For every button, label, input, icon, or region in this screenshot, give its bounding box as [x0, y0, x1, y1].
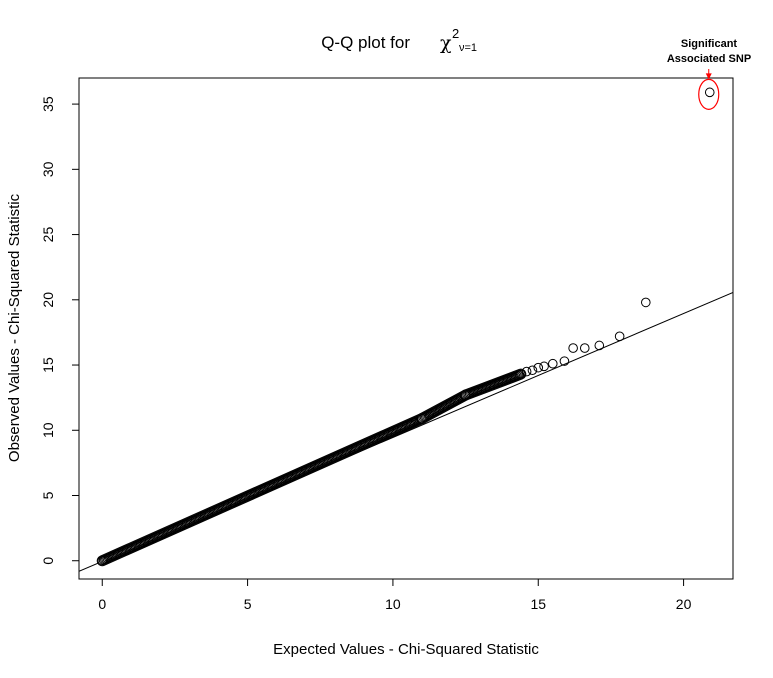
y-tick-label: 0: [40, 557, 56, 565]
x-tick-label: 10: [385, 596, 401, 612]
x-tick-label: 5: [244, 596, 252, 612]
y-tick-label: 20: [40, 292, 56, 308]
data-point: [539, 361, 549, 372]
data-point: [533, 362, 544, 373]
data-point: [559, 356, 570, 366]
x-tick-label: 20: [676, 596, 692, 612]
chart-title-superscript: 2: [452, 26, 459, 41]
y-axis: 0 5 10 15 20 25 30 35: [40, 96, 80, 565]
y-tick-label: 35: [40, 96, 56, 112]
chart-title-chi-symbol: χ: [440, 32, 452, 54]
annotation-label-line2: Associated SNP: [667, 53, 751, 65]
y-tick-label: 10: [40, 422, 56, 438]
y-tick-label: 30: [40, 161, 56, 177]
x-axis: 0 5 10 15 20: [98, 578, 692, 612]
plot-area: [79, 69, 733, 572]
chart-title-subscript: ν=1: [459, 42, 477, 54]
chart-title: Q-Q plot for: [321, 33, 410, 52]
annotation-label-line1: Significant: [681, 38, 738, 50]
x-tick-label: 15: [530, 596, 546, 612]
data-point: [614, 331, 625, 342]
data-point: [568, 343, 578, 353]
data-point: [704, 87, 715, 98]
data-point: [521, 366, 532, 377]
data-point: [594, 340, 605, 351]
x-tick-label: 0: [98, 596, 106, 612]
y-tick-label: 15: [40, 357, 56, 373]
data-point: [547, 358, 558, 369]
data-point: [527, 365, 538, 376]
y-tick-label: 5: [40, 491, 56, 499]
y-tick-label: 25: [40, 227, 56, 243]
data-point: [641, 297, 651, 308]
data-point: [516, 369, 526, 379]
data-point: [579, 343, 590, 353]
y-axis-title: Observed Values - Chi-Squared Statistic: [6, 193, 23, 462]
x-axis-title: Expected Values - Chi-Squared Statistic: [273, 641, 539, 658]
annotation-arrow-head: [705, 73, 712, 80]
